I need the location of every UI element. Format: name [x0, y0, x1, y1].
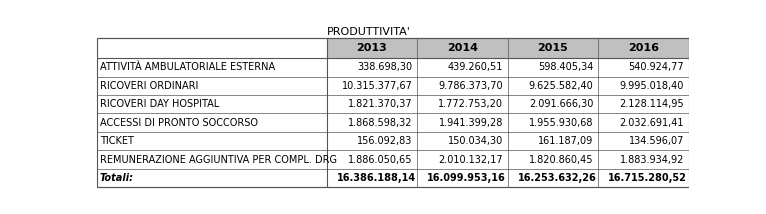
- Text: REMUNERAZIONE AGGIUNTIVA PER COMPL. DRG: REMUNERAZIONE AGGIUNTIVA PER COMPL. DRG: [100, 155, 336, 165]
- Text: 156.092,83: 156.092,83: [357, 136, 413, 146]
- Text: 1.883.934,92: 1.883.934,92: [620, 155, 684, 165]
- Text: 1.821.370,37: 1.821.370,37: [348, 99, 413, 109]
- Text: 150.034,30: 150.034,30: [448, 136, 503, 146]
- Text: 16.386.188,14: 16.386.188,14: [336, 173, 416, 183]
- Text: 598.405,34: 598.405,34: [538, 62, 594, 72]
- Text: 161.187,09: 161.187,09: [538, 136, 594, 146]
- Text: ATTIVITÀ AMBULATORIALE ESTERNA: ATTIVITÀ AMBULATORIALE ESTERNA: [100, 62, 275, 72]
- Text: 10.315.377,67: 10.315.377,67: [342, 81, 413, 91]
- Text: 338.698,30: 338.698,30: [358, 62, 413, 72]
- Text: 540.924,77: 540.924,77: [628, 62, 684, 72]
- Text: 2.091.666,30: 2.091.666,30: [529, 99, 594, 109]
- Text: 1.955.930,68: 1.955.930,68: [529, 118, 594, 128]
- Text: 2.010.132,17: 2.010.132,17: [438, 155, 503, 165]
- Text: 1.868.598,32: 1.868.598,32: [349, 118, 413, 128]
- Text: 16.253.632,26: 16.253.632,26: [518, 173, 597, 183]
- Text: 16.099.953,16: 16.099.953,16: [427, 173, 506, 183]
- Bar: [327, 38, 689, 58]
- Text: RICOVERI DAY HOSPITAL: RICOVERI DAY HOSPITAL: [100, 99, 219, 109]
- Text: 1.886.050,65: 1.886.050,65: [349, 155, 413, 165]
- Text: 9.625.582,40: 9.625.582,40: [529, 81, 594, 91]
- Text: 1.941.399,28: 1.941.399,28: [439, 118, 503, 128]
- Text: Totali:: Totali:: [100, 173, 133, 183]
- Text: 2.128.114,95: 2.128.114,95: [620, 99, 684, 109]
- Text: 2015: 2015: [538, 43, 568, 53]
- Text: ACCESSI DI PRONTO SOCCORSO: ACCESSI DI PRONTO SOCCORSO: [100, 118, 257, 128]
- Text: 2014: 2014: [447, 43, 478, 53]
- Text: 1.772.753,20: 1.772.753,20: [438, 99, 503, 109]
- Text: 1.820.860,45: 1.820.860,45: [529, 155, 594, 165]
- Text: 9.995.018,40: 9.995.018,40: [620, 81, 684, 91]
- Text: 134.596,07: 134.596,07: [629, 136, 684, 146]
- Text: RICOVERI ORDINARI: RICOVERI ORDINARI: [100, 81, 198, 91]
- Text: PRODUTTIVITA': PRODUTTIVITA': [327, 27, 411, 37]
- Text: 16.715.280,52: 16.715.280,52: [608, 173, 687, 183]
- Text: TICKET: TICKET: [100, 136, 133, 146]
- Text: 2.032.691,41: 2.032.691,41: [620, 118, 684, 128]
- Text: 2016: 2016: [628, 43, 659, 53]
- Text: 9.786.373,70: 9.786.373,70: [438, 81, 503, 91]
- Text: 2013: 2013: [356, 43, 388, 53]
- Text: 439.260,51: 439.260,51: [448, 62, 503, 72]
